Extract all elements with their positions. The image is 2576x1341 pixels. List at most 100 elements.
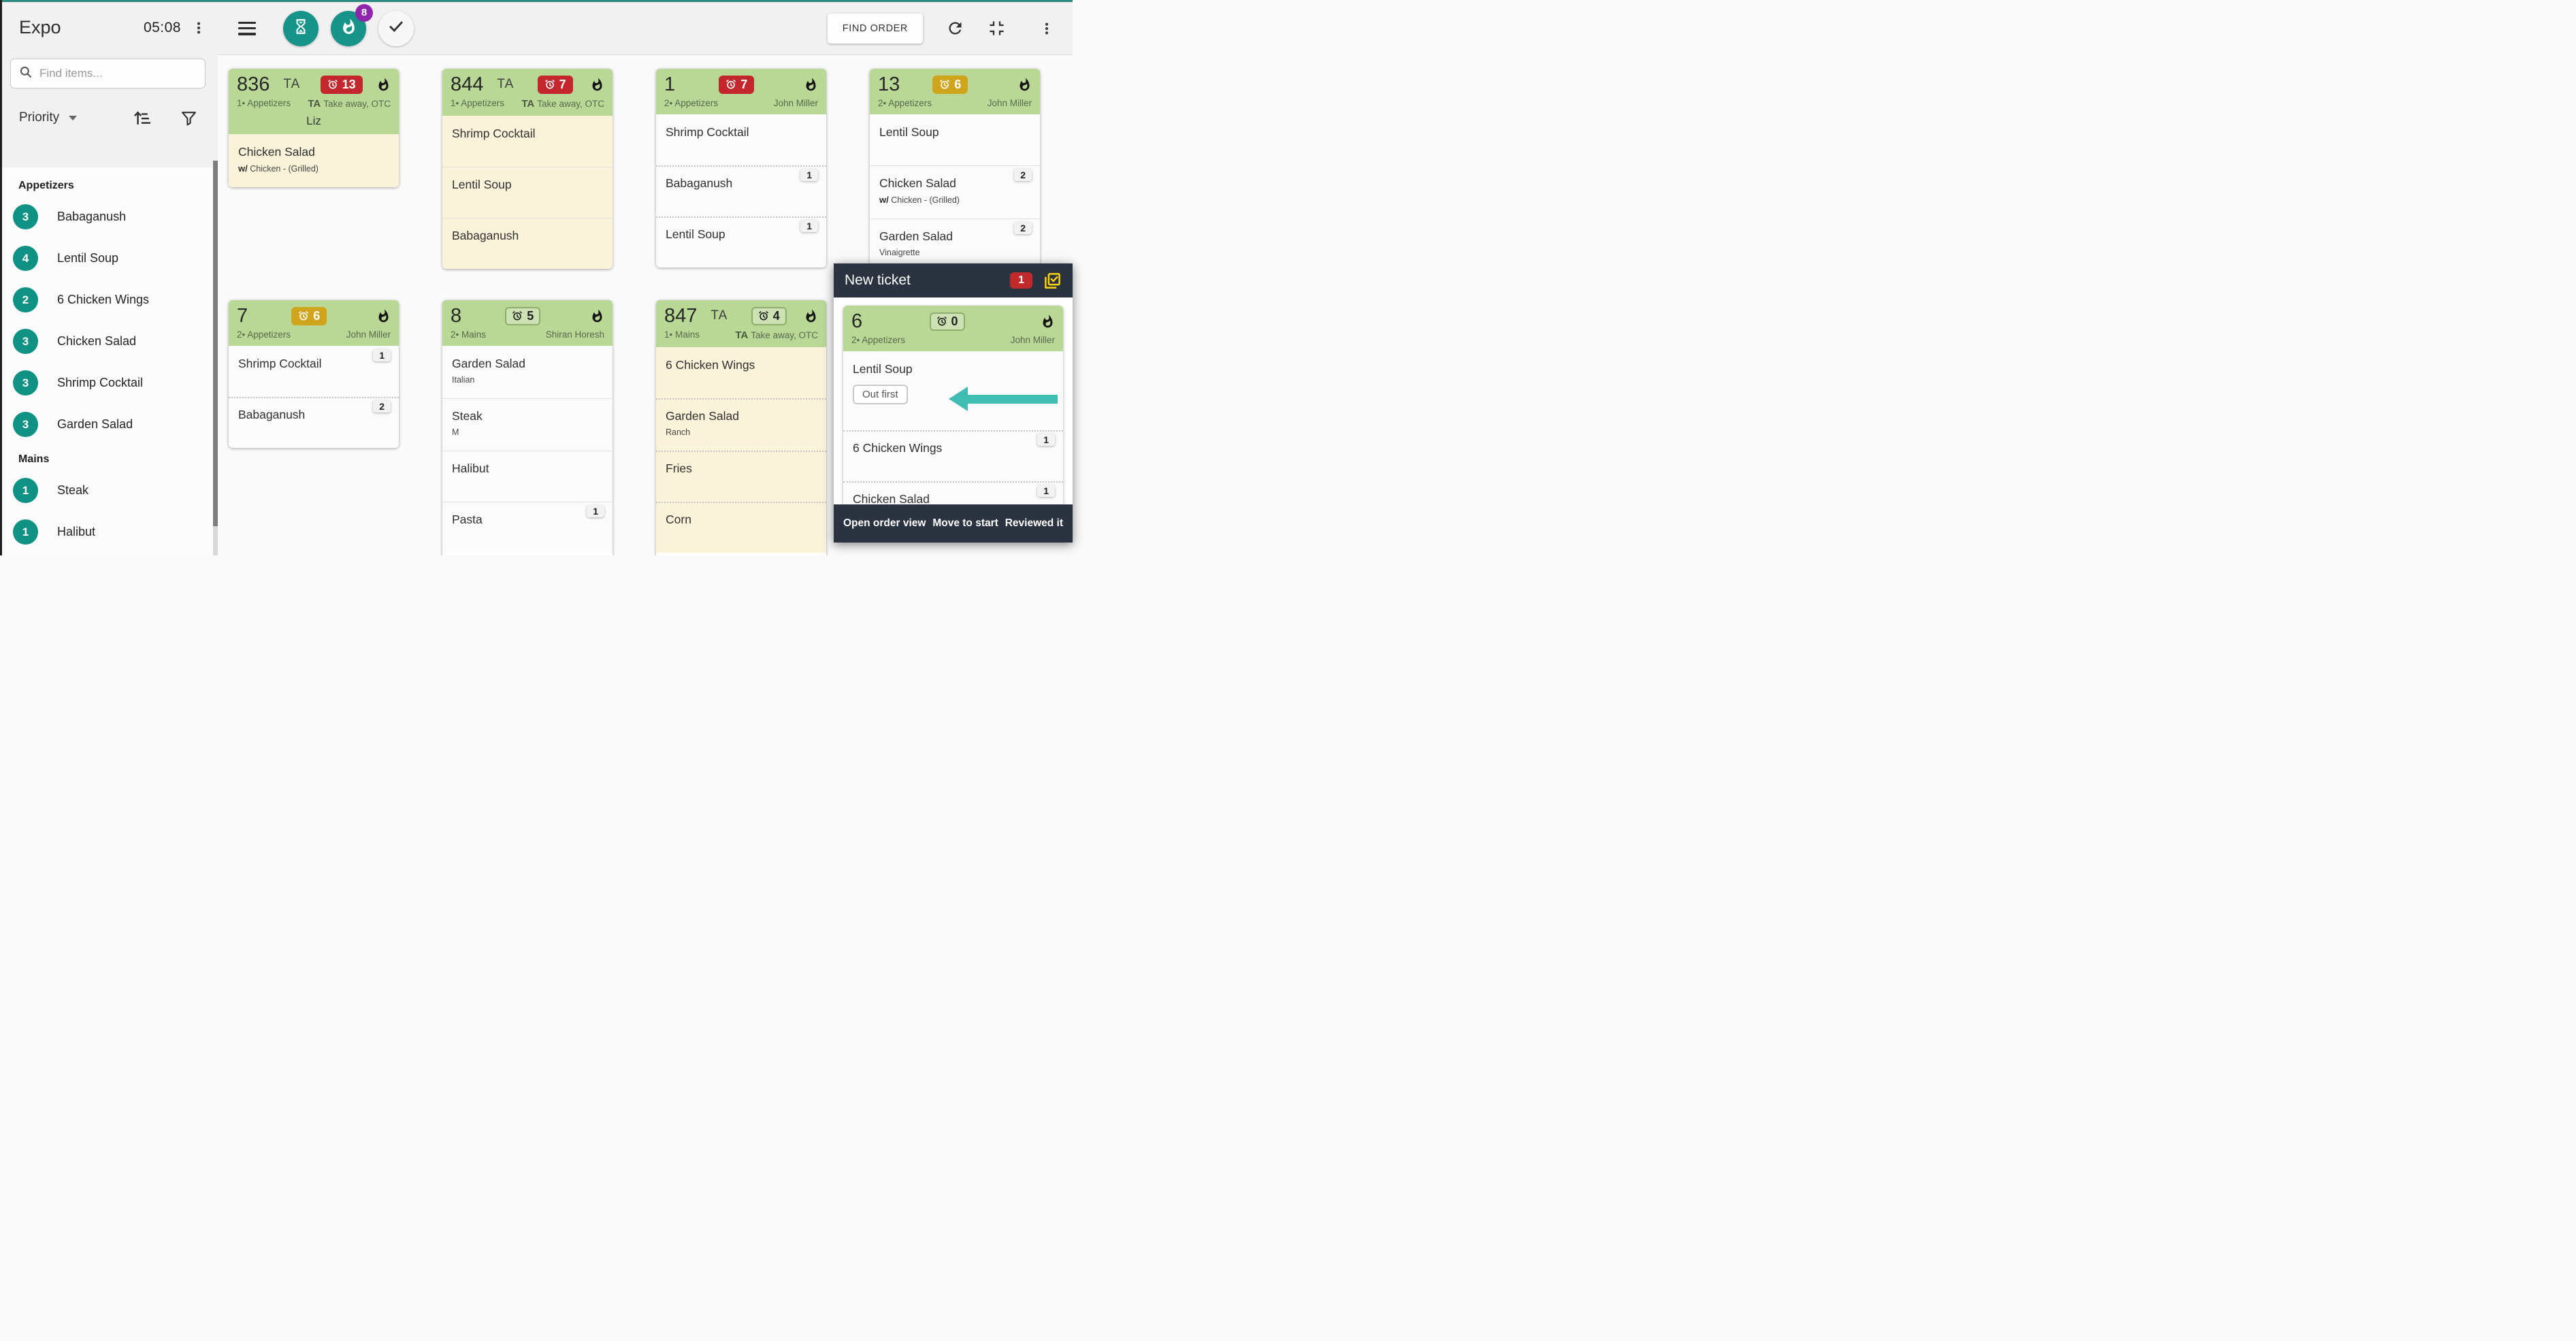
- search-input[interactable]: [39, 67, 189, 80]
- item-name: Chicken Salad: [238, 145, 315, 159]
- sidebar-item-chicken-salad[interactable]: 3 Chicken Salad: [2, 321, 213, 362]
- item-modifier-text: Chicken - (Grilled): [250, 164, 319, 174]
- item-count-badge: 3: [13, 204, 38, 229]
- item-count-badge: 1: [13, 478, 38, 503]
- review-tickets-icon[interactable]: [1043, 272, 1062, 290]
- ticket-item[interactable]: 6 Chicken Wings: [656, 347, 826, 398]
- item-name: Lentil Soup: [666, 227, 725, 241]
- sidebar-item-halibut[interactable]: 1 Halibut: [2, 511, 213, 553]
- fire-icon: [340, 18, 357, 39]
- item-name: Halibut: [452, 462, 489, 475]
- ticket-item[interactable]: 1 Chicken Salad: [843, 481, 1063, 532]
- arrow-head: [949, 387, 968, 411]
- ticket-item[interactable]: Corn: [656, 502, 826, 553]
- sort-by-dropdown[interactable]: Priority: [19, 110, 60, 125]
- toolbar-right-group: FIND ORDER: [827, 13, 1055, 44]
- arrow-shaft: [966, 395, 1058, 404]
- ticket-number: 1: [664, 74, 676, 95]
- ticket-836[interactable]: 836 TA 13 1• Appetizers TA Take away, OTC Liz C…: [229, 69, 399, 187]
- sort-order-icon[interactable]: [133, 109, 150, 127]
- ticket-item[interactable]: Lentil Soup Out first: [843, 351, 1063, 430]
- ticket-1[interactable]: 1 7 2• Appetizers John Miller Shrimp Cocktai…: [656, 69, 826, 268]
- item-search[interactable]: [10, 59, 206, 88]
- ticket-item[interactable]: 2 Babaganush: [229, 397, 399, 448]
- panel-action-reviewed-it[interactable]: Reviewed it: [1005, 517, 1063, 529]
- item-modifier-prefix: w/: [238, 163, 248, 174]
- sort-filter-row: Priority: [19, 109, 197, 127]
- ticket-item[interactable]: Shrimp Cocktail: [656, 114, 826, 165]
- panel-action-move-to-start[interactable]: Move to start: [932, 517, 998, 529]
- ticket-item[interactable]: Shrimp Cocktail: [442, 116, 613, 167]
- ticket-meta-right: John Miller: [988, 98, 1032, 108]
- ticket-8[interactable]: 8 5 2• Mains Shiran Horesh Garden Salad Itali…: [442, 300, 613, 555]
- sidebar-item-lentil-soup[interactable]: 4 Lentil Soup: [2, 238, 213, 279]
- item-modifier-text: Ranch: [666, 427, 691, 437]
- ticket-7[interactable]: 7 6 2• Appetizers John Miller 1 Shrimp Cockta…: [229, 300, 399, 448]
- ticket-meta-row: 2• Mains Shiran Horesh: [451, 329, 604, 340]
- toolbar-menu-icon[interactable]: [1039, 20, 1055, 37]
- hamburger-menu-icon[interactable]: [238, 21, 256, 35]
- compress-view-icon[interactable]: [988, 19, 1006, 37]
- ticket-number: 8: [451, 305, 462, 327]
- pending-orders-button[interactable]: [283, 10, 319, 46]
- ticket-item[interactable]: 2 Garden Salad Vinaigrette: [870, 219, 1040, 271]
- ticket-item[interactable]: 1 6 Chicken Wings: [843, 430, 1063, 481]
- alarm-icon: [327, 79, 338, 90]
- ticket-item[interactable]: Lentil Soup: [870, 114, 1040, 165]
- fired-orders-button[interactable]: 8: [331, 3, 373, 46]
- ticket-item[interactable]: Halibut: [442, 451, 613, 502]
- ticket-item[interactable]: 2 Chicken Salad w/ Chicken - (Grilled): [870, 165, 1040, 219]
- refresh-icon[interactable]: [946, 19, 964, 37]
- ticket-course: 2• Appetizers: [237, 329, 291, 340]
- fire-icon: [376, 78, 391, 92]
- find-order-button[interactable]: FIND ORDER: [827, 13, 923, 44]
- filter-icon[interactable]: [180, 110, 197, 127]
- ticket-6[interactable]: 6 0 2• Appetizers John Miller Lentil Soup Out…: [843, 306, 1063, 532]
- sidebar-item-label: Lentil Soup: [57, 251, 119, 265]
- ticket-item[interactable]: 1 Lentil Soup: [656, 216, 826, 268]
- timer-minutes: 7: [740, 77, 748, 91]
- ticket-item[interactable]: Chicken Salad w/ Chicken - (Grilled): [229, 134, 399, 187]
- sidebar-menu-icon[interactable]: [191, 20, 207, 36]
- ticket-items: Lentil Soup Out first 1 6 Chicken Wings 1 Chi…: [843, 351, 1063, 532]
- item-qty-badge: 1: [800, 169, 818, 181]
- item-qty-badge: 1: [1037, 434, 1055, 446]
- sidebar-item-6-chicken-wings[interactable]: 2 6 Chicken Wings: [2, 279, 213, 321]
- sidebar-item-babaganush[interactable]: 3 Babaganush: [2, 196, 213, 238]
- item-modifier: Italian: [452, 375, 603, 385]
- ticket-meta-right-text: John Miller: [1010, 335, 1055, 345]
- sidebar-item-steak[interactable]: 1 Steak: [2, 470, 213, 511]
- sidebar-item-label: 6 Chicken Wings: [57, 293, 150, 306]
- ticket-item[interactable]: 1 Shrimp Cocktail: [229, 346, 399, 397]
- item-name: 6 Chicken Wings: [666, 358, 755, 372]
- ticket-item[interactable]: Steak M: [442, 398, 613, 451]
- ticket-13[interactable]: 13 6 2• Appetizers John Miller Lentil Soup 2 C…: [870, 69, 1040, 271]
- hourglass-icon: [292, 18, 310, 39]
- chevron-down-icon[interactable]: [69, 115, 78, 120]
- item-count-badge: 3: [13, 329, 38, 354]
- sidebar-scrollbar-thumb[interactable]: [213, 161, 218, 526]
- ticket-item[interactable]: 1 Pasta: [442, 502, 613, 553]
- ticket-meta-right-bold: TA: [735, 329, 749, 341]
- sidebar-item-shrimp-cocktail[interactable]: 3 Shrimp Cocktail: [2, 362, 213, 404]
- sidebar-item-label: Shrimp Cocktail: [57, 376, 144, 389]
- ticket-meta-right: John Miller: [346, 329, 391, 340]
- ticket-header: 7 6 2• Appetizers John Miller: [229, 300, 399, 346]
- ticket-item[interactable]: Fries: [656, 451, 826, 502]
- ticket-ta-label: TA: [497, 77, 515, 91]
- sidebar-item-garden-salad[interactable]: 3 Garden Salad: [2, 404, 213, 445]
- ticket-course: 2• Mains: [451, 329, 486, 340]
- item-separator: [870, 165, 1040, 166]
- ticket-item[interactable]: Garden Salad Ranch: [656, 398, 826, 451]
- done-orders-button[interactable]: [378, 10, 414, 46]
- ticket-item[interactable]: 1 Babaganush: [656, 165, 826, 216]
- ticket-item[interactable]: Babaganush: [442, 218, 613, 269]
- ticket-item[interactable]: Garden Salad Italian: [442, 346, 613, 398]
- ticket-item[interactable]: Lentil Soup: [442, 167, 613, 218]
- ticket-meta-right-text: John Miller: [987, 98, 1032, 108]
- ticket-844[interactable]: 844 TA 7 1• Appetizers TA Take away, OTC Shrim…: [442, 69, 613, 269]
- ticket-847[interactable]: 847 TA 4 1• Mains TA Take away, OTC 6 Chicken …: [656, 300, 826, 555]
- panel-action-open-order-view[interactable]: Open order view: [843, 517, 926, 529]
- ticket-meta-row: 1• Appetizers TA Take away, OTC: [237, 98, 391, 110]
